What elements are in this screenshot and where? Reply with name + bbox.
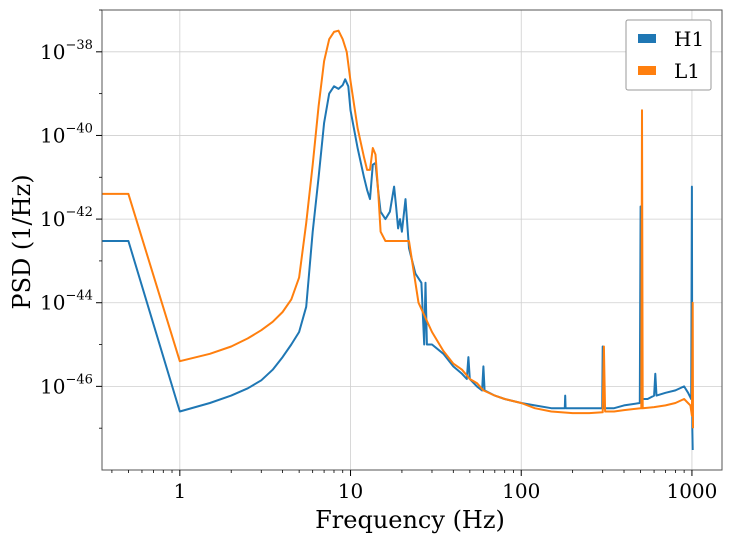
x-tick-label: 1000 bbox=[666, 479, 717, 503]
y-axis-label: PSD (1/Hz) bbox=[8, 174, 36, 309]
plot-area-frame bbox=[101, 9, 723, 471]
y-tick-label: 10−46 bbox=[40, 372, 93, 398]
x-tick-label: 1 bbox=[173, 479, 186, 503]
y-axis-ticks: 10−38 10−40 10−42 10−44 10−46 bbox=[40, 9, 102, 429]
series-line-l1 bbox=[102, 29, 694, 429]
x-tick-label: 10 bbox=[338, 479, 363, 503]
series-line-h1 bbox=[102, 78, 694, 451]
legend-label-l1: L1 bbox=[674, 59, 700, 83]
legend-swatch-l1 bbox=[638, 66, 656, 75]
x-tick-label: 100 bbox=[502, 479, 540, 503]
y-tick-label: 10−40 bbox=[40, 121, 93, 147]
y-tick-label: 10−44 bbox=[40, 289, 93, 315]
series-lines bbox=[102, 29, 694, 451]
y-tick-label: 10−38 bbox=[40, 38, 93, 64]
legend-label-h1: H1 bbox=[674, 27, 704, 51]
legend-swatch-h1 bbox=[638, 34, 656, 43]
y-tick-label: 10−42 bbox=[40, 205, 93, 231]
x-axis-label: Frequency (Hz) bbox=[315, 506, 505, 534]
x-axis-ticks: 1 10 100 1000 bbox=[111, 470, 717, 503]
